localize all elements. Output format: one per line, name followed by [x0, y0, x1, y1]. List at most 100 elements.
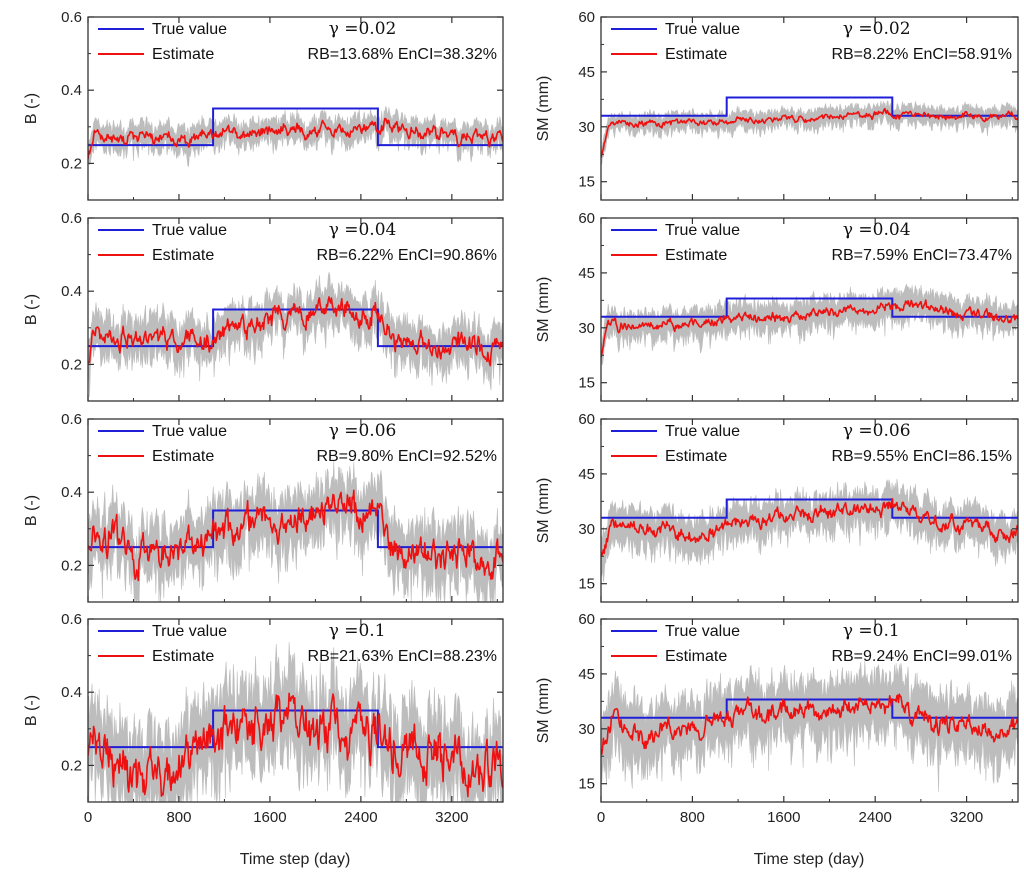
axes-frame-sm4 — [600, 618, 1019, 803]
y-tick-label-b4: 0.4 — [61, 684, 82, 701]
axes-frame-b1 — [87, 16, 504, 201]
estimate-line-b4 — [88, 692, 503, 798]
y-tick-label-b3: 0.6 — [61, 411, 82, 428]
plot-area-b3 — [88, 461, 503, 602]
y-tick-label-b2: 0.6 — [61, 210, 82, 227]
legend-label-true-b2: True value — [152, 222, 227, 239]
uncertainty-band-sm3 — [601, 478, 1018, 582]
legend-label-true-b3: True value — [152, 423, 227, 440]
gamma-label-sm2: γ =0.04 — [843, 220, 911, 240]
panel-b1: 0.2 0.4 0.6 B (-) True value Estimate γ =0.02 R… — [23, 9, 504, 201]
stats-label-b4: RB=21.63% EnCI=88.23% — [308, 648, 497, 665]
y-tick-label-sm3: 60 — [578, 411, 595, 428]
y-axis-label-b1: B (-) — [23, 93, 40, 124]
y-axis-label-b4: B (-) — [23, 695, 40, 726]
legend-label-true-b1: True value — [152, 21, 227, 38]
y-tick-label-sm2: 15 — [578, 375, 595, 392]
plot-area-sm4 — [601, 660, 1018, 792]
plot-area-sm1 — [601, 96, 1018, 165]
y-tick-label-sm1: 30 — [578, 119, 595, 136]
axes-frame-sm3 — [600, 418, 1019, 603]
y-tick-label-sm2: 60 — [578, 210, 595, 227]
stats-label-b2: RB=6.22% EnCI=90.86% — [316, 247, 497, 264]
legend-label-estimate-sm4: Estimate — [665, 648, 727, 665]
gamma-label-b2: γ =0.04 — [329, 220, 397, 240]
y-axis-label-sm4: SM (mm) — [535, 678, 552, 744]
panel-sm2: 15 30 45 60 SM (mm) True value Estimate γ =0.04… — [535, 210, 1019, 402]
legend-label-true-sm1: True value — [665, 21, 740, 38]
stats-label-b3: RB=9.80% EnCI=92.52% — [316, 448, 497, 465]
stats-label-sm4: RB=9.24% EnCI=99.01% — [831, 648, 1012, 665]
y-tick-label-b2: 0.2 — [61, 356, 82, 373]
legend-label-estimate-b3: Estimate — [152, 448, 214, 465]
stats-label-b1: RB=13.68% EnCI=38.32% — [308, 46, 497, 63]
y-tick-label-b3: 0.4 — [61, 484, 82, 501]
y-tick-label-sm2: 45 — [578, 265, 595, 282]
estimate-line-b2 — [88, 296, 503, 367]
y-tick-label-b1: 0.6 — [61, 9, 82, 26]
y-tick-label-sm3: 15 — [578, 576, 595, 593]
estimate-line-sm4 — [601, 693, 1018, 755]
y-tick-label-b1: 0.2 — [61, 155, 82, 172]
uncertainty-band-b3 — [88, 461, 503, 602]
gamma-label-b3: γ =0.06 — [329, 421, 397, 441]
plot-area-sm3 — [601, 478, 1018, 582]
y-tick-label-sm4: 30 — [578, 721, 595, 738]
gamma-label-sm4: γ =0.1 — [843, 621, 900, 641]
y-tick-label-sm4: 60 — [578, 611, 595, 628]
panels-group: 0.2 0.4 0.6 B (-) True value Estimate γ =0.02 R… — [23, 9, 1019, 826]
y-axis-label-sm1: SM (mm) — [535, 76, 552, 142]
x-tick-label-b4: 3200 — [435, 809, 468, 826]
plot-area-b2 — [88, 272, 503, 397]
axes-frame-b3 — [87, 418, 504, 603]
y-tick-label-sm1: 15 — [578, 174, 595, 191]
y-tick-label-sm4: 15 — [578, 776, 595, 793]
stats-label-sm1: RB=8.22% EnCI=58.91% — [831, 46, 1012, 63]
uncertainty-band-sm1 — [601, 100, 1018, 165]
legend-label-estimate-b1: Estimate — [152, 46, 214, 63]
estimate-line-b1 — [88, 117, 503, 160]
axes-frame-b2 — [87, 217, 504, 402]
panel-sm1: 15 30 45 60 SM (mm) True value Estimate γ =0.02… — [535, 9, 1019, 201]
y-tick-label-b4: 0.2 — [61, 757, 82, 774]
y-tick-label-sm1: 45 — [578, 64, 595, 81]
true-value-line-b1 — [88, 107, 503, 147]
x-tick-label-sm4: 1600 — [767, 809, 800, 826]
uncertainty-band-b1 — [88, 106, 503, 168]
y-tick-label-sm3: 30 — [578, 521, 595, 538]
x-tick-label-sm4: 0 — [597, 809, 605, 826]
uncertainty-band-sm2 — [601, 283, 1018, 370]
legend-label-estimate-sm2: Estimate — [665, 247, 727, 264]
plot-area-b1 — [88, 106, 503, 168]
uncertainty-band-sm4 — [601, 660, 1018, 792]
y-tick-label-b3: 0.2 — [61, 557, 82, 574]
x-tick-label-sm4: 800 — [680, 809, 705, 826]
panel-b4: 0.2 0.4 0.6 0 800 1600 2400 3200 B (-) True value… — [23, 611, 504, 826]
y-tick-label-b2: 0.4 — [61, 283, 82, 300]
y-axis-label-b2: B (-) — [23, 294, 40, 325]
x-tick-label-b4: 800 — [166, 809, 191, 826]
x-axis-label-left: Time step (day) — [240, 851, 351, 868]
axes-frame-b4 — [87, 618, 504, 803]
true-value-line-sm3 — [601, 498, 1018, 519]
stats-label-sm3: RB=9.55% EnCI=86.15% — [831, 448, 1012, 465]
legend-label-true-sm2: True value — [665, 222, 740, 239]
gamma-label-b4: γ =0.1 — [329, 621, 386, 641]
y-tick-label-sm1: 60 — [578, 9, 595, 26]
gamma-label-sm3: γ =0.06 — [843, 421, 911, 441]
panel-b2: 0.2 0.4 0.6 B (-) True value Estimate γ =0.04 R… — [23, 210, 504, 402]
estimate-line-sm1 — [601, 107, 1018, 158]
y-tick-label-sm2: 30 — [578, 320, 595, 337]
legend-label-true-b4: True value — [152, 623, 227, 640]
panel-sm3: 15 30 45 60 SM (mm) True value Estimate γ =0.06… — [535, 411, 1019, 603]
x-tick-label-sm4: 2400 — [859, 809, 892, 826]
true-value-line-sm2 — [601, 297, 1018, 318]
x-tick-label-b4: 2400 — [344, 809, 377, 826]
y-tick-label-sm4: 45 — [578, 666, 595, 683]
gamma-label-b1: γ =0.02 — [329, 19, 397, 39]
estimate-line-b3 — [88, 489, 503, 582]
estimate-line-sm3 — [601, 497, 1018, 557]
x-axis-label-right: Time step (day) — [754, 851, 865, 868]
legend-label-true-sm4: True value — [665, 623, 740, 640]
